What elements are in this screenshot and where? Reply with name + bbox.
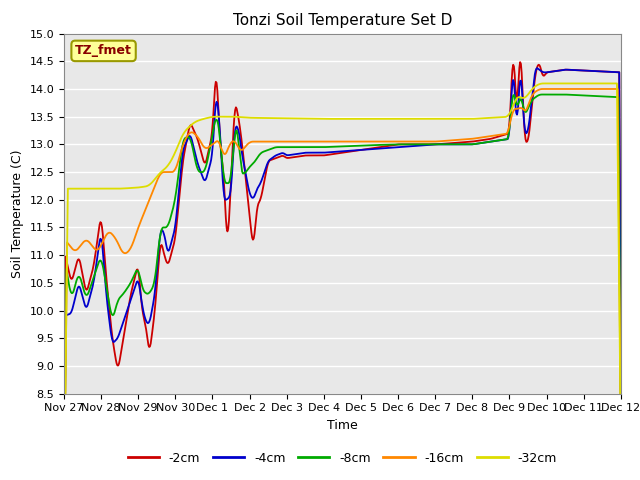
-4cm <box>410 143 418 149</box>
Line: -32cm: -32cm <box>64 84 621 480</box>
-2cm <box>70 270 78 276</box>
-16cm <box>127 244 135 250</box>
-8cm <box>184 134 192 140</box>
-4cm <box>617 386 625 392</box>
-2cm <box>127 289 135 295</box>
-2cm <box>410 142 418 147</box>
-32cm <box>617 435 625 441</box>
-32cm <box>70 186 78 192</box>
Line: -4cm: -4cm <box>64 68 621 480</box>
Line: -8cm: -8cm <box>64 95 621 480</box>
-8cm <box>410 142 418 147</box>
-8cm <box>426 142 434 147</box>
Legend: -2cm, -4cm, -8cm, -16cm, -32cm: -2cm, -4cm, -8cm, -16cm, -32cm <box>123 447 562 469</box>
-2cm <box>214 87 221 93</box>
-4cm <box>184 135 192 141</box>
-16cm <box>426 139 434 144</box>
-32cm <box>127 185 135 191</box>
-8cm <box>538 92 546 97</box>
-8cm <box>70 287 78 292</box>
-16cm <box>70 247 78 253</box>
-4cm <box>70 300 78 305</box>
-16cm <box>539 86 547 92</box>
-4cm <box>533 65 541 71</box>
-32cm <box>426 116 434 122</box>
-2cm <box>426 142 434 147</box>
Y-axis label: Soil Temperature (C): Soil Temperature (C) <box>11 149 24 278</box>
-8cm <box>617 423 625 429</box>
-4cm <box>127 295 135 300</box>
Line: -16cm: -16cm <box>64 89 621 480</box>
-32cm <box>410 116 418 122</box>
-16cm <box>617 431 625 436</box>
-8cm <box>127 278 135 284</box>
-32cm <box>214 114 221 120</box>
-16cm <box>214 138 221 144</box>
-4cm <box>214 100 221 106</box>
-16cm <box>410 139 418 144</box>
-32cm <box>184 125 192 131</box>
Line: -2cm: -2cm <box>64 62 621 480</box>
-2cm <box>184 132 192 137</box>
-32cm <box>540 81 547 86</box>
-8cm <box>214 118 221 124</box>
Text: TZ_fmet: TZ_fmet <box>75 44 132 58</box>
-16cm <box>184 132 192 138</box>
-2cm <box>516 59 524 65</box>
Title: Tonzi Soil Temperature Set D: Tonzi Soil Temperature Set D <box>233 13 452 28</box>
-2cm <box>617 386 625 392</box>
-4cm <box>426 142 434 148</box>
X-axis label: Time: Time <box>327 419 358 432</box>
